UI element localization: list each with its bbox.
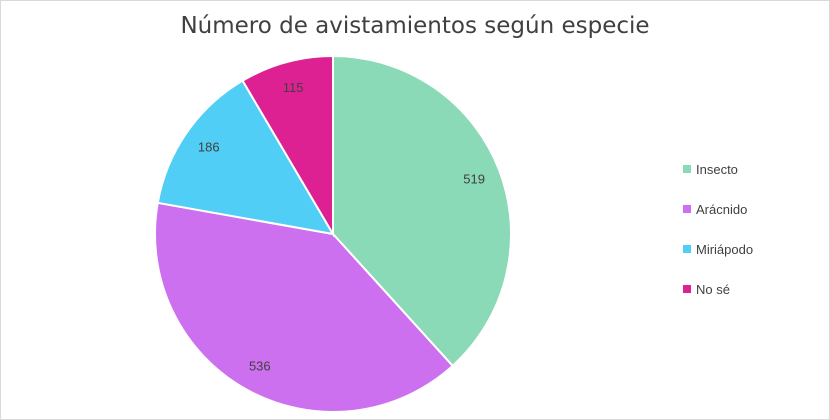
- legend-label: Insecto: [696, 161, 738, 177]
- pie-slice-miri-podo: [156, 79, 335, 236]
- data-label: 115: [283, 80, 304, 95]
- legend-swatch: [683, 245, 691, 253]
- chart-title: Número de avistamientos según especie: [180, 13, 650, 39]
- data-label: 519: [463, 172, 485, 187]
- data-label: 186: [198, 140, 220, 155]
- legend-swatch: [683, 285, 691, 293]
- legend-item: Miriápodo: [683, 239, 753, 259]
- legend-label: Arácnido: [696, 201, 748, 217]
- pie-slice-insecto: [332, 54, 512, 368]
- legend-item: Arácnido: [683, 199, 753, 219]
- legend-label: No sé: [696, 281, 730, 297]
- legend-swatch: [683, 165, 691, 173]
- legend-item: No sé: [683, 279, 753, 299]
- legend-swatch: [683, 205, 691, 213]
- legend-item: Insecto: [683, 159, 753, 179]
- legend-label: Miriápodo: [696, 241, 754, 257]
- legend: Insecto Arácnido Miriápodo No sé: [683, 159, 753, 319]
- data-label: 536: [249, 358, 271, 373]
- pie-slice-no-s-: [241, 54, 334, 238]
- pie-slice-ar-cnido: [154, 201, 455, 413]
